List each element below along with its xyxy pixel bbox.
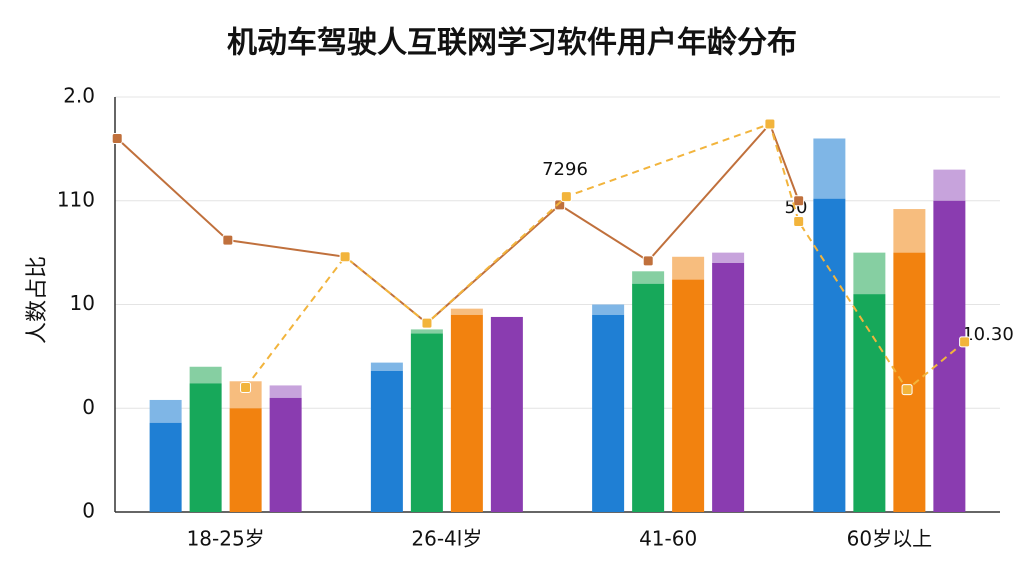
bar [370, 370, 403, 512]
y-tick-label: 10 [70, 291, 95, 315]
y-tick-label: 0 [82, 499, 95, 523]
bar [410, 333, 443, 512]
bar [813, 198, 846, 513]
bar-top [712, 252, 745, 263]
bar-top [410, 329, 443, 334]
bar [450, 314, 483, 512]
bar-top [450, 308, 483, 315]
bar [592, 314, 625, 512]
bar-top [592, 304, 625, 315]
line-point [959, 336, 971, 348]
chart-title: 机动车驾驶人互联网学习软件用户年龄分布 [227, 26, 797, 61]
line-point [339, 251, 351, 263]
line-point [764, 118, 776, 130]
bar-top [149, 399, 182, 423]
bar [712, 263, 745, 512]
line-point [901, 384, 913, 396]
bar-top [269, 385, 302, 398]
annotation: 10.30 [962, 324, 1014, 345]
bar [269, 397, 302, 512]
y-tick-label: 2.0 [63, 84, 95, 108]
bar-top [933, 169, 966, 201]
bar [229, 408, 262, 512]
x-tick-label: 41-60 [639, 527, 697, 551]
line-point [560, 191, 572, 203]
bar-top [853, 252, 886, 295]
y-axis-label: 人数占比 [25, 256, 50, 344]
y-tick-label: 0 [82, 395, 95, 419]
bar-top [189, 366, 222, 384]
bar-top [632, 271, 665, 284]
line-point [421, 317, 433, 329]
bar [189, 383, 222, 512]
line-point [222, 234, 234, 246]
bar [672, 279, 705, 512]
x-tick-label: 18-25岁 [187, 527, 265, 551]
bar-top [672, 256, 705, 280]
x-tick-label: 26-4l岁 [411, 527, 482, 551]
line-point [793, 195, 805, 207]
bar-top [813, 138, 846, 199]
line-point [240, 382, 252, 393]
line [244, 122, 966, 392]
line-point [111, 133, 123, 144]
bar [893, 252, 926, 512]
x-tick-label: 60岁以上 [847, 527, 932, 551]
bar-top [370, 362, 403, 371]
bar-top [893, 209, 926, 253]
bar [853, 294, 886, 512]
line-point [554, 199, 566, 211]
bar [933, 200, 966, 512]
y-tick-label: 110 [57, 187, 95, 211]
line [116, 122, 800, 325]
line-point [642, 255, 654, 267]
annotation: 7296 [542, 159, 588, 180]
bar [490, 316, 523, 512]
bar [632, 283, 665, 512]
bar [149, 422, 182, 512]
line-point [793, 216, 805, 227]
